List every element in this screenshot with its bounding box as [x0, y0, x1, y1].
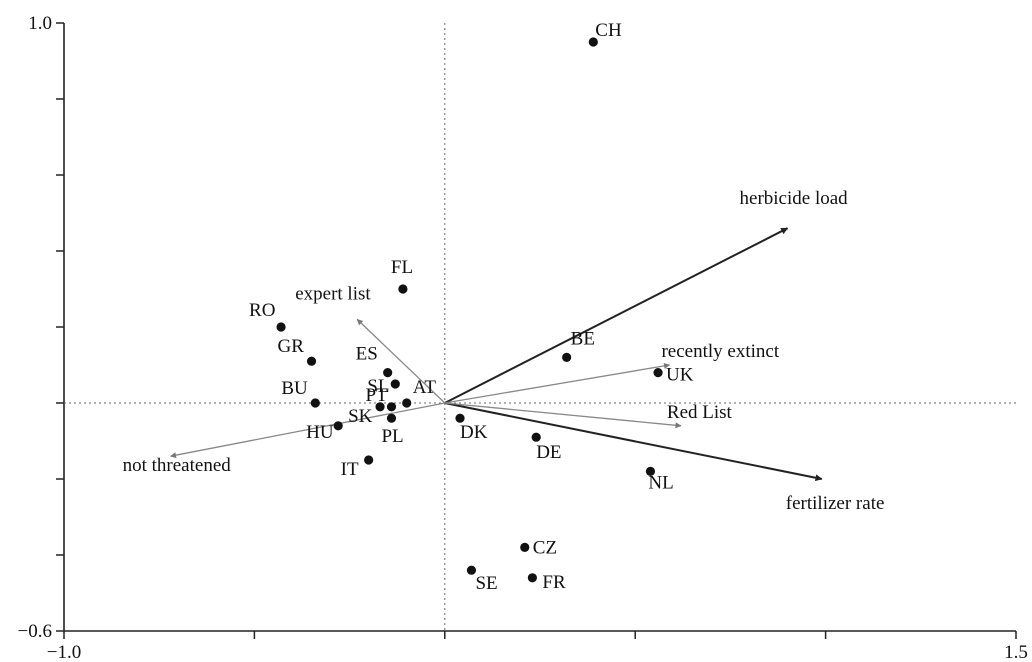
point-sk-label: SK: [348, 406, 373, 427]
point-se: [466, 565, 477, 575]
point-ro-label: RO: [249, 300, 275, 321]
point-sl-label: SL: [367, 376, 389, 397]
vector-not-threatened-label: not threatened: [123, 455, 232, 476]
point-pt-label: PT: [365, 385, 388, 406]
point-hu-label: HU: [306, 422, 334, 443]
point-sk: [375, 402, 385, 412]
point-pl: [386, 413, 397, 423]
point-nl: [645, 466, 656, 476]
point-uk: [653, 368, 663, 378]
point-de-label: DE: [536, 442, 561, 463]
vector-red-list-arrow: [444, 402, 682, 429]
point-be-label: BE: [571, 328, 595, 349]
vector-red-list-label: Red List: [667, 402, 733, 423]
x-tick-label: 1.5: [1004, 642, 1028, 662]
vector-recently-extinct-label: recently extinct: [661, 341, 779, 362]
point-ro: [276, 322, 286, 332]
vector-not-threatened-arrow: [170, 402, 445, 459]
point-cz: [520, 542, 530, 553]
point-fl-label: FL: [391, 257, 413, 278]
point-fr: [527, 573, 537, 583]
point-es: [383, 368, 393, 378]
point-fr-label: FR: [542, 572, 566, 593]
point-fl: [398, 284, 408, 294]
y-tick-label: 1.0: [28, 13, 52, 34]
point-gr-label: GR: [278, 336, 305, 357]
vector-fertilizer-rate-label: fertilizer rate: [786, 493, 885, 514]
point-at: [402, 398, 412, 408]
point-be: [562, 352, 572, 362]
point-ch: [588, 37, 598, 47]
point-bu: [310, 398, 320, 408]
point-dk-label: DK: [460, 422, 488, 443]
reference-lines: [64, 23, 1016, 631]
vector-recently-extinct-arrow: [444, 362, 671, 404]
point-pt: [386, 402, 397, 412]
point-gr: [306, 356, 317, 366]
vector-fertilizer-rate-arrow: [444, 402, 823, 482]
point-it-label: IT: [341, 459, 359, 480]
point-de: [531, 432, 541, 442]
point-ch-label: CH: [595, 20, 622, 41]
point-pl-label: PL: [381, 426, 403, 447]
vector-expert-list-arrow: [356, 318, 446, 404]
point-dk: [455, 413, 465, 423]
point-se-label: SE: [475, 573, 497, 594]
y-tick-label: −0.6: [18, 621, 52, 642]
point-at-label: AT: [413, 377, 437, 398]
vector-herbicide-load-label: herbicide load: [740, 188, 849, 209]
point-uk-label: UK: [666, 365, 694, 386]
vector-herbicide-load-arrow: [444, 227, 789, 404]
point-it: [364, 455, 374, 465]
point-cz-label: CZ: [533, 537, 557, 558]
point-hu: [333, 421, 343, 431]
point-es-label: ES: [356, 344, 378, 365]
axes-group: −1.0 1.5 1.0 −0.6: [18, 13, 1028, 662]
point-sl: [390, 379, 400, 389]
point-nl-label: NL: [648, 472, 673, 493]
point-bu-label: BU: [281, 378, 308, 399]
x-tick-label: −1.0: [47, 642, 81, 662]
vector-arrows: herbicide load fertilizer rate recently ex…: [123, 188, 885, 514]
vector-expert-list-label: expert list: [295, 283, 371, 304]
